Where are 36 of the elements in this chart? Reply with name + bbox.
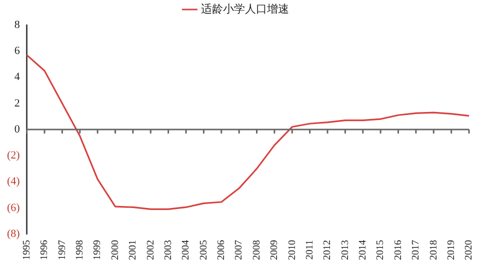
x-tick-label: 2019 [446, 240, 457, 260]
x-tick-label: 2002 [145, 240, 156, 260]
y-tick-label: 4 [14, 71, 20, 84]
x-tick-label: 1995 [21, 240, 32, 260]
y-tick-label: 0 [14, 123, 20, 136]
y-tick-label: 6 [14, 45, 20, 58]
x-tick-label: 2017 [410, 240, 422, 260]
y-tick-label: (6) [7, 202, 20, 214]
x-tick-label: 2014 [358, 240, 369, 260]
y-tick-label: 8 [14, 18, 20, 31]
x-tick-label: 2010 [286, 240, 298, 260]
x-tick-label: 2020 [464, 240, 475, 260]
x-tick-label: 2008 [251, 240, 262, 260]
x-tick-label: 2003 [162, 240, 174, 260]
x-tick-label: 2011 [304, 240, 316, 260]
x-tick-label: 2016 [392, 240, 404, 260]
x-tick-label: 2015 [375, 240, 386, 260]
x-tick-label: 2012 [322, 240, 334, 260]
y-tick-label: 2 [14, 97, 20, 110]
x-tick-label: 2018 [428, 240, 440, 260]
x-tick-label: 2004 [180, 240, 192, 260]
x-tick-label: 1997 [56, 240, 68, 260]
x-tick-label: 2007 [234, 240, 245, 260]
x-tick-label: 2001 [128, 240, 139, 260]
y-tick-label: (8) [7, 228, 20, 240]
x-tick-label: 1999 [92, 240, 104, 260]
y-tick-label: (4) [7, 176, 20, 188]
x-tick-label: 2005 [198, 240, 210, 260]
x-tick-label: 2000 [110, 240, 121, 260]
y-tick-label: (2) [7, 150, 20, 162]
legend-label: 适龄小学人口增速 [200, 2, 289, 16]
x-tick-label: 2013 [340, 240, 351, 260]
x-tick-label: 2006 [216, 240, 228, 260]
x-tick-label: 2009 [269, 240, 280, 260]
x-tick-label: 1998 [74, 240, 86, 260]
x-tick-label: 1996 [39, 240, 50, 260]
